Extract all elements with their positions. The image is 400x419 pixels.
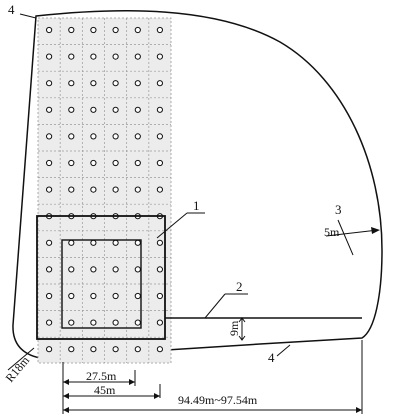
r18m-leader <box>7 347 35 371</box>
dim-overall-label: 94.49m~97.54m <box>178 393 258 407</box>
blast-hole-marker <box>112 53 119 60</box>
blast-hole-marker <box>90 80 97 87</box>
blast-hole-marker <box>46 346 53 353</box>
dim-9m: 9m <box>227 317 246 341</box>
blast-hole-marker <box>112 80 119 87</box>
blast-hole-marker <box>46 133 53 140</box>
blast-hole-marker <box>90 53 97 60</box>
callout-4-bottom-leader <box>276 344 291 357</box>
blast-hole-marker <box>90 292 97 300</box>
blast-hole-marker <box>134 266 141 273</box>
blast-hole-marker <box>46 186 53 193</box>
blast-hole-marker <box>112 239 119 246</box>
blast-hole-marker <box>156 80 163 87</box>
blast-hole-marker <box>90 186 97 193</box>
blast-hole-marker <box>90 26 97 34</box>
dim-9m-label: 9m <box>227 320 241 336</box>
blast-hole-marker <box>112 106 119 113</box>
blast-hole-marker <box>46 319 53 326</box>
blast-hole-marker <box>156 106 163 113</box>
blast-hole-marker <box>90 133 97 140</box>
blast-hole-marker <box>134 53 141 60</box>
blast-hole-marker <box>46 53 53 60</box>
blast-hole-marker <box>46 292 53 300</box>
callout-4-top: 4 <box>8 2 15 17</box>
blast-hole-marker <box>90 346 97 353</box>
dim-r18m-label: R18m <box>3 353 33 385</box>
blast-hole-marker <box>68 80 75 87</box>
blast-hole-marker <box>112 133 119 140</box>
blast-hole-marker <box>68 53 75 60</box>
blast-hole-marker <box>112 319 119 326</box>
blast-hole-marker <box>68 106 75 113</box>
dim-5m: 5m <box>324 225 380 239</box>
blast-hole-marker <box>156 266 163 273</box>
blast-hole-marker <box>90 159 97 167</box>
callout-3-leader <box>337 219 354 256</box>
blast-hole-marker <box>156 186 163 193</box>
blast-hole-marker <box>112 346 119 353</box>
bottom-dimensions <box>62 340 363 414</box>
dim-5m-label: 5m <box>324 225 340 239</box>
blast-hole-marker <box>90 266 97 273</box>
blast-hole-marker <box>156 159 163 167</box>
blast-hole-marker <box>156 346 163 353</box>
blast-hole-marker <box>112 266 119 273</box>
blast-hole-marker <box>90 239 97 246</box>
blast-hole-marker <box>134 159 141 167</box>
blast-hole-marker <box>68 292 75 300</box>
blast-hole-marker <box>156 53 163 60</box>
blast-hole-marker <box>68 266 75 273</box>
blast-hole-marker <box>134 80 141 87</box>
blast-frame-outer <box>36 215 166 340</box>
blast-hole-marker <box>68 239 75 246</box>
blast-hole-marker <box>134 346 141 353</box>
blast-hole-marker <box>112 186 119 193</box>
blast-hole-marker <box>134 133 141 140</box>
blast-hole-marker <box>134 186 141 193</box>
blast-hole-marker <box>46 239 53 246</box>
blast-hole-marker <box>156 319 163 326</box>
callout-3: 3 <box>335 202 342 217</box>
blast-hole-marker <box>68 159 75 167</box>
blast-hole-marker <box>156 239 163 246</box>
blast-hole-marker <box>134 26 141 34</box>
dim-27-5m-label: 27.5m <box>86 369 117 383</box>
blast-hole-marker <box>134 239 141 246</box>
blast-hole-marker <box>112 159 119 167</box>
blast-hole-marker <box>46 159 53 167</box>
blast-hole-marker <box>68 133 75 140</box>
blast-hole-marker <box>134 319 141 326</box>
blast-hole-marker <box>156 26 163 34</box>
blast-hole-marker <box>68 319 75 326</box>
blast-hole-marker <box>46 266 53 273</box>
blast-hole-marker <box>46 26 53 34</box>
blast-hole-marker <box>68 346 75 353</box>
blast-hole-marker <box>90 319 97 326</box>
callout-2-leader <box>204 293 226 319</box>
blast-hole-marker <box>46 80 53 87</box>
blast-frame-inner <box>61 239 142 329</box>
blast-hole-marker <box>134 106 141 113</box>
blast-hole-marker <box>68 26 75 34</box>
blast-hole-marker <box>68 186 75 193</box>
callout-1: 1 <box>193 198 200 213</box>
blast-hole-marker <box>112 292 119 300</box>
blast-hole-marker <box>90 106 97 113</box>
blast-hole-marker <box>156 292 163 300</box>
callout-4-top-leader <box>19 13 37 19</box>
callout-1-leader <box>156 212 188 239</box>
blast-hole-marker <box>134 292 141 300</box>
callout-4-bottom: 4 <box>268 350 275 365</box>
blast-hole-marker <box>112 26 119 34</box>
dim-45m-label: 45m <box>94 383 116 397</box>
blast-hole-marker <box>46 106 53 113</box>
drill-grid <box>37 17 172 364</box>
callout-2: 2 <box>236 279 243 294</box>
blast-hole-marker <box>156 133 163 140</box>
